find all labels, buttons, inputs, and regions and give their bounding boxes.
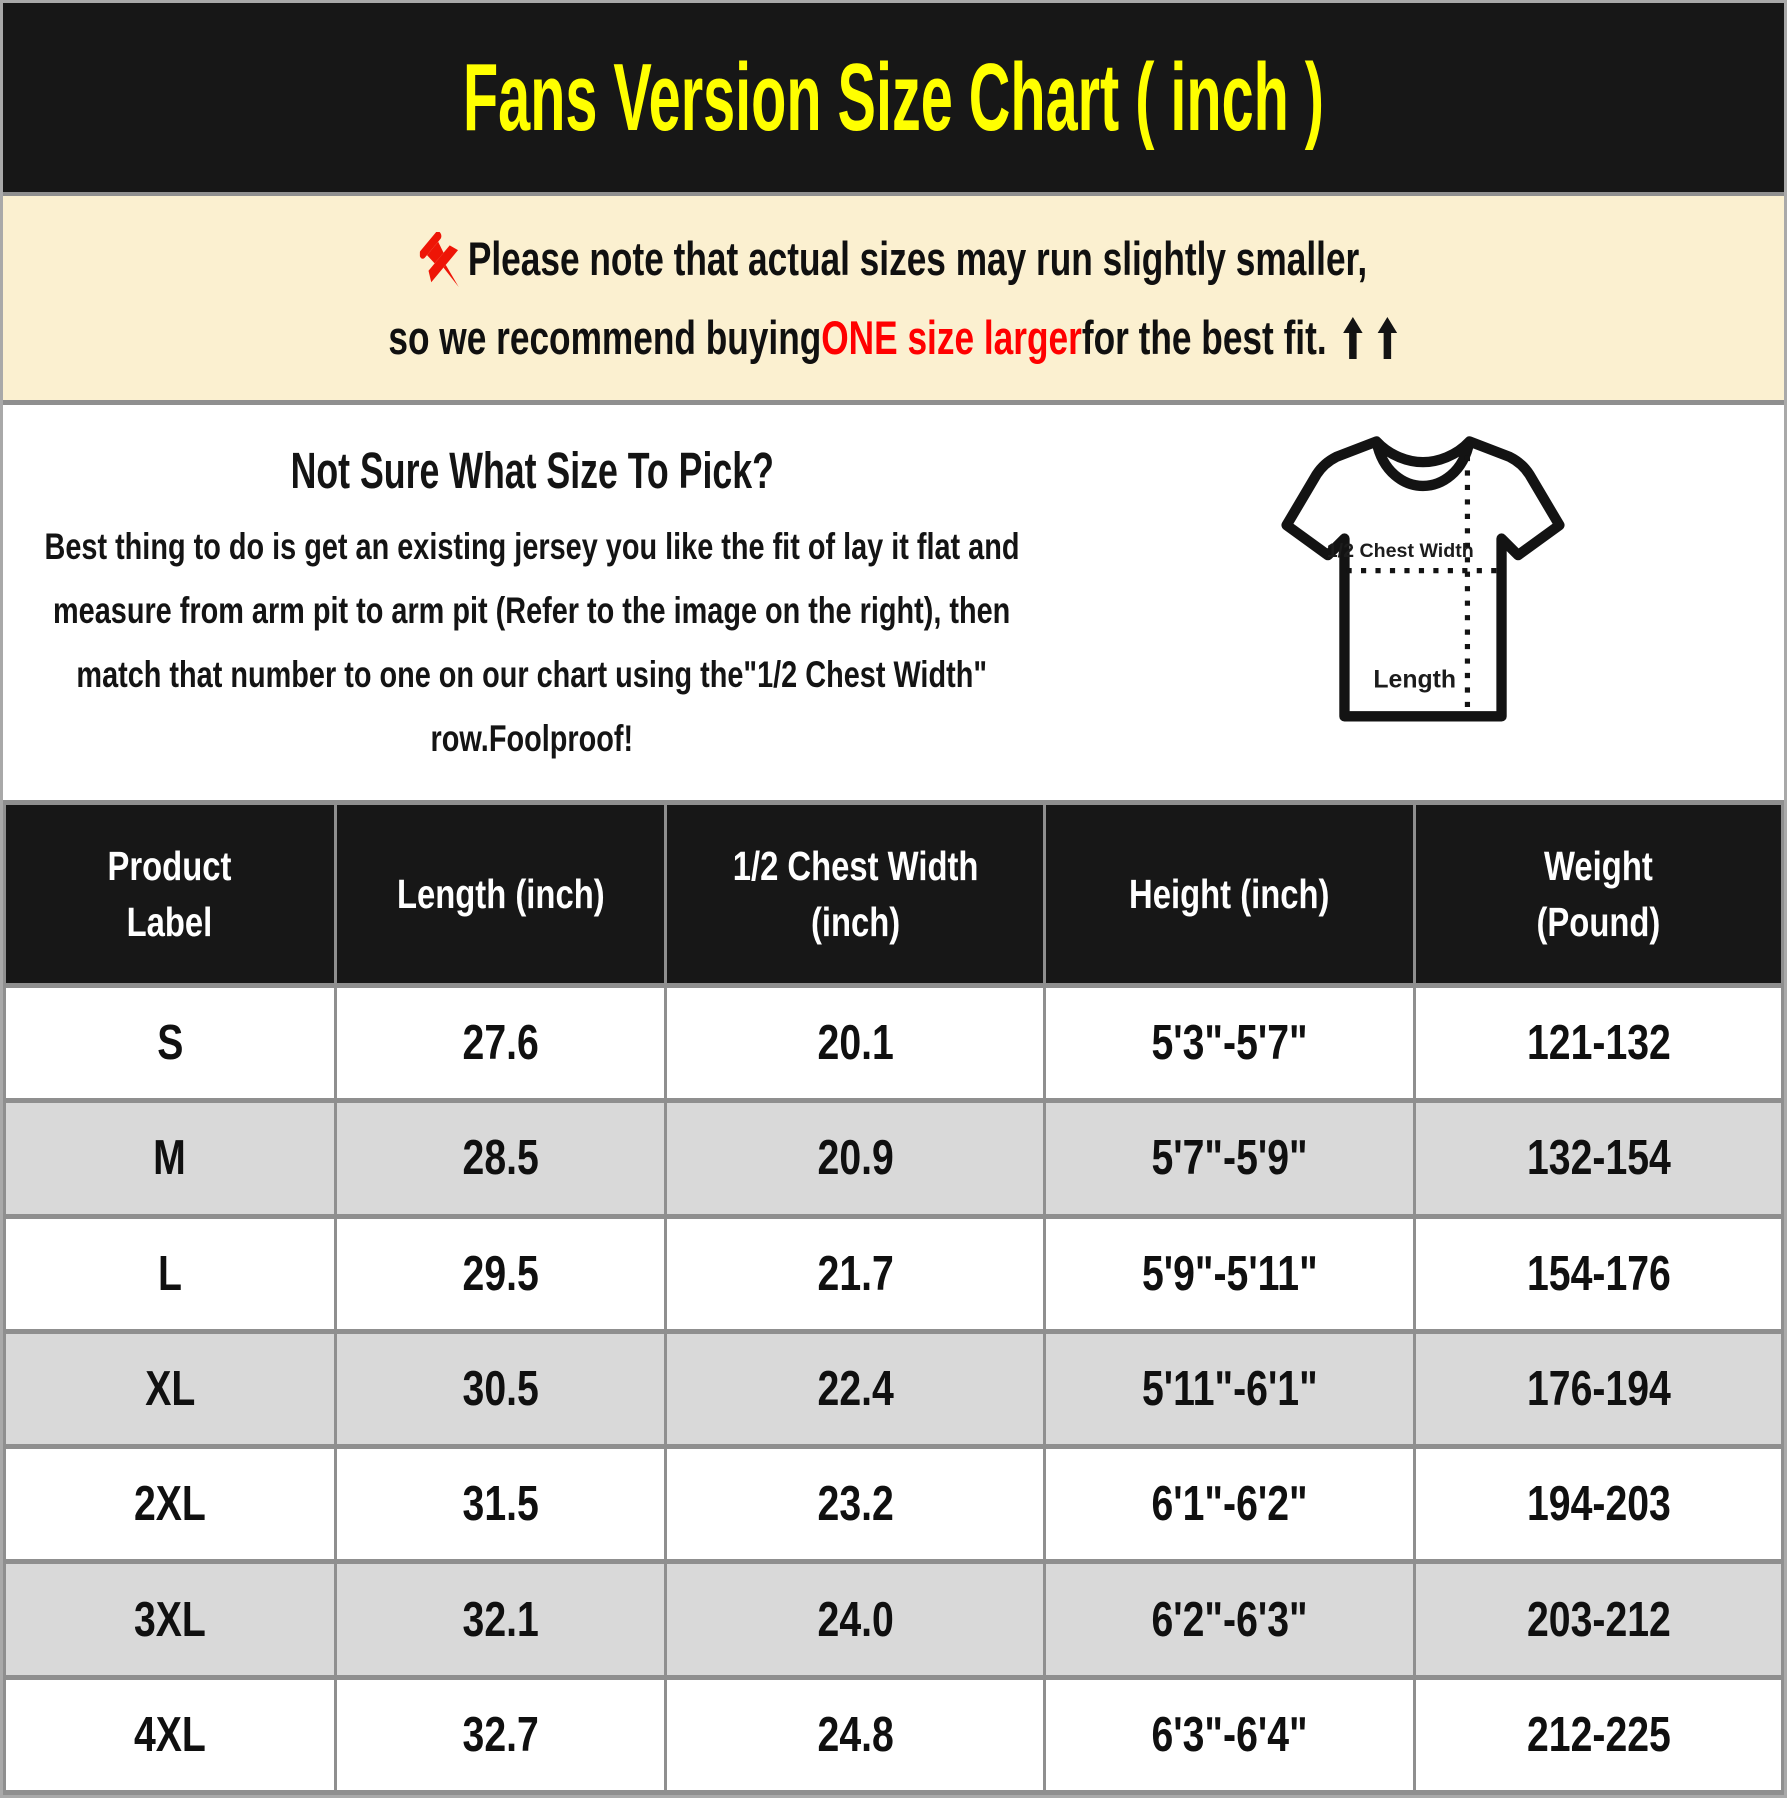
col-header-length: Length (inch) — [333, 800, 668, 988]
cell-weight: 132-154 — [1412, 1098, 1784, 1219]
cell-size: L — [3, 1213, 337, 1334]
tshirt-diagram: 1/2 Chest Width Length — [1280, 436, 1565, 722]
table-row-xl: XL 30.5 22.4 5'11"-6'1" 176-194 — [3, 1328, 1784, 1450]
cell-chest: 24.8 — [664, 1674, 1047, 1795]
cell-weight: 121-132 — [1412, 982, 1784, 1104]
cell-height: 6'1"-6'2" — [1043, 1444, 1416, 1565]
cell-chest: 20.9 — [664, 1098, 1047, 1219]
cell-chest: 20.1 — [664, 982, 1047, 1104]
cell-size: XL — [3, 1328, 337, 1450]
pushpin-icon — [419, 231, 459, 287]
cell-weight: 154-176 — [1412, 1213, 1784, 1334]
table-row-s: S 27.6 20.1 5'3"-5'7" 121-132 — [3, 982, 1784, 1104]
notice-banner: Please note that actual sizes may run sl… — [3, 192, 1784, 405]
guide-body-line: measure from arm pit to arm pit (Refer t… — [53, 590, 1011, 631]
cell-length: 27.6 — [333, 982, 668, 1104]
table-header-row: Product Label Length (inch) 1/2 Chest Wi… — [3, 800, 1784, 988]
cell-chest: 22.4 — [664, 1328, 1047, 1450]
table-row-2xl: 2XL 31.5 23.2 6'1"-6'2" 194-203 — [3, 1444, 1784, 1565]
cell-length: 32.1 — [333, 1559, 668, 1680]
up-arrows — [1342, 316, 1399, 360]
cell-chest: 23.2 — [664, 1444, 1047, 1565]
cell-chest: 21.7 — [664, 1213, 1047, 1334]
cell-height: 6'3"-6'4" — [1043, 1674, 1416, 1795]
sizing-guide-text: Not Sure What Size To Pick? Best thing t… — [3, 405, 1061, 800]
notice-text-2-highlight: ONE size larger — [821, 311, 1082, 364]
guide-heading: Not Sure What Size To Pick? — [290, 442, 774, 499]
guide-body-line: row.Foolproof! — [430, 718, 634, 759]
notice-text-2-suffix: for the best fit. — [1081, 311, 1327, 364]
notice-text-2-prefix: so we recommend buying — [388, 311, 822, 364]
cell-size: 2XL — [3, 1444, 337, 1565]
size-table: Product Label Length (inch) 1/2 Chest Wi… — [3, 800, 1784, 1795]
up-arrow-icon — [1343, 316, 1363, 359]
cell-weight: 176-194 — [1412, 1328, 1784, 1450]
cell-height: 5'11"-6'1" — [1043, 1328, 1416, 1450]
notice-line-2: so we recommend buying ONE size larger f… — [388, 310, 1398, 365]
cell-height: 5'9"-5'11" — [1043, 1213, 1416, 1334]
cell-length: 30.5 — [333, 1328, 668, 1450]
cell-size: S — [3, 982, 337, 1104]
cell-weight: 194-203 — [1412, 1444, 1784, 1565]
col-header-chest-width: 1/2 Chest Width (inch) — [664, 800, 1047, 988]
cell-weight: 212-225 — [1412, 1674, 1784, 1795]
guide-body-line: Best thing to do is get an existing jers… — [44, 526, 1020, 567]
cell-length: 32.7 — [333, 1674, 668, 1795]
cell-length: 29.5 — [333, 1213, 668, 1334]
cell-height: 5'3"-5'7" — [1043, 982, 1416, 1104]
cell-size: 4XL — [3, 1674, 337, 1795]
table-row-4xl: 4XL 32.7 24.8 6'3"-6'4" 212-225 — [3, 1674, 1784, 1795]
page-title: Fans Version Size Chart ( inch ) — [462, 43, 1324, 151]
title-bar: Fans Version Size Chart ( inch ) — [3, 3, 1784, 192]
up-arrow-icon — [1377, 316, 1398, 359]
cell-length: 28.5 — [333, 1098, 668, 1219]
col-header-product-label: Product Label — [3, 800, 337, 988]
table-row-l: L 29.5 21.7 5'9"-5'11" 154-176 — [3, 1213, 1784, 1334]
guide-body-line: match that number to one on our chart us… — [76, 654, 988, 695]
size-table-wrap: Product Label Length (inch) 1/2 Chest Wi… — [3, 800, 1784, 1795]
notice-text-1: Please note that actual sizes may run sl… — [467, 232, 1368, 285]
table-row-3xl: 3XL 32.1 24.0 6'2"-6'3" 203-212 — [3, 1559, 1784, 1680]
tshirt-diagram-area: 1/2 Chest Width Length — [1061, 405, 1784, 800]
cell-size: 3XL — [3, 1559, 337, 1680]
sizing-guide-section: Not Sure What Size To Pick? Best thing t… — [3, 405, 1784, 800]
cell-chest: 24.0 — [664, 1559, 1047, 1680]
cell-height: 5'7"-5'9" — [1043, 1098, 1416, 1219]
length-label: Length — [1373, 666, 1456, 693]
cell-height: 6'2"-6'3" — [1043, 1559, 1416, 1680]
cell-weight: 203-212 — [1412, 1559, 1784, 1680]
cell-size: M — [3, 1098, 337, 1219]
chest-width-label: 1/2 Chest Width — [1326, 540, 1473, 562]
cell-length: 31.5 — [333, 1444, 668, 1565]
col-header-height: Height (inch) — [1043, 800, 1416, 988]
col-header-weight: Weight (Pound) — [1412, 800, 1784, 988]
notice-line-1: Please note that actual sizes may run sl… — [419, 231, 1368, 287]
table-row-m: M 28.5 20.9 5'7"-5'9" 132-154 — [3, 1098, 1784, 1219]
